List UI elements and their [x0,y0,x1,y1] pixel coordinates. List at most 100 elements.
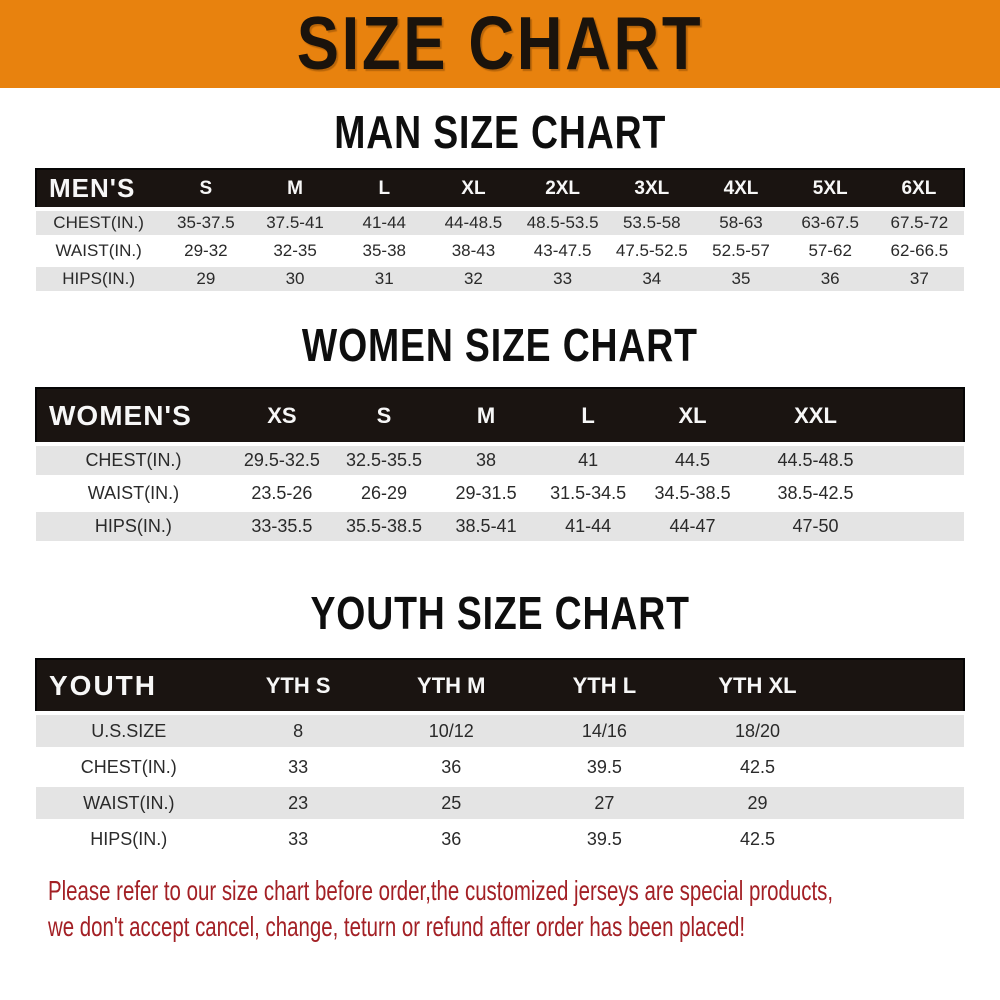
measurement-row: WAIST(IN.) 23 25 27 29 [36,785,964,821]
size-value-cell: 47.5-52.5 [615,241,688,260]
size-chart-banner: SIZE CHART [0,0,1000,88]
measurement-row: WAIST(IN.) 23.5-26 26-29 29-31.5 31.5-34.5 34… [36,477,964,510]
women-section-title-text: WOMEN SIZE CHART [302,319,698,372]
size-value-cell: 41-44 [565,516,612,536]
size-value-cell: 39.5 [586,828,622,849]
men-size-table: MEN'S S M L XL 2XL 3XL 4XL 5XL 6XL CHEST(IN.) 35-37… [35,168,965,295]
size-value-cell: 42.5 [739,756,775,777]
measurement-row: HIPS(IN.) 33 36 39.5 42.5 [36,821,964,857]
spacer-cell [834,785,964,821]
size-value-cell: 8 [293,720,304,741]
youth-table-header-row: YOUTH YTH S YTH M YTH L YTH XL [36,659,964,713]
youth-section-title-text: YOUTH SIZE CHART [310,587,690,640]
size-value-cell: 53.5-58 [622,213,681,232]
size-value-cell: 29 [747,792,768,813]
size-value-cell: 36 [441,828,462,849]
row-label-cell: CHEST(IN.) [53,213,144,232]
spacer-cell [885,388,964,444]
measurement-row: HIPS(IN.) 29 30 31 32 33 34 35 36 37 [36,265,964,293]
size-value-cell: 34 [642,269,662,288]
measurement-row: CHEST(IN.) 35-37.5 37.5-41 41-44 44-48.5 48.5… [36,209,964,237]
women-section-title: WOMEN SIZE CHART [0,319,1000,372]
size-value-cell: 35-38 [362,241,406,260]
row-label-cell: WAIST(IN.) [87,483,180,503]
size-column-header: L [378,177,391,199]
size-value-cell: 38 [476,450,497,470]
size-column-header: XS [267,402,297,428]
size-column-header: YTH XL [718,672,797,698]
footer-disclaimer: Please refer to our size chart before or… [0,873,1000,945]
size-value-cell: 37.5-41 [266,213,324,232]
size-column-header: YTH L [572,672,637,698]
spacer-cell [885,477,964,510]
size-value-cell: 36 [820,269,840,288]
size-value-cell: 25 [441,792,462,813]
size-value-cell: 32.5-35.5 [345,450,423,470]
size-value-cell: 41-44 [362,213,406,232]
row-label-cell: WAIST(IN.) [83,792,175,813]
spacer-cell [885,444,964,477]
spacer-cell [834,659,964,713]
size-value-cell: 63-67.5 [801,213,860,232]
youth-size-section: YOUTH SIZE CHART YOUTH YTH S YTH M YTH L YTH… [0,587,1000,859]
size-column-header: YTH S [265,672,331,698]
size-value-cell: 26-29 [360,483,408,503]
size-value-cell: 43-47.5 [533,241,592,260]
women-size-section: WOMEN SIZE CHART WOMEN'S XS S M L XL XXL CHEST(… [0,319,1000,545]
size-value-cell: 10/12 [428,720,474,741]
size-value-cell: 29-31.5 [455,483,517,503]
size-value-cell: 32-35 [273,241,317,260]
size-value-cell: 44-48.5 [444,213,503,232]
size-value-cell: 38-43 [451,241,496,260]
size-value-cell: 32 [463,269,483,288]
size-value-cell: 27 [594,792,615,813]
size-column-header: S [199,177,213,199]
measurement-row: HIPS(IN.) 33-35.5 35.5-38.5 38.5-41 41-44 44-… [36,510,964,543]
size-value-cell: 18/20 [734,720,780,741]
size-value-cell: 57-62 [808,241,852,260]
size-value-cell: 36 [441,756,462,777]
size-value-cell: 14/16 [581,720,627,741]
size-value-cell: 33-35.5 [251,516,313,536]
size-column-header: XL [678,402,707,428]
size-value-cell: 35.5-38.5 [345,516,423,536]
size-value-cell: 31 [374,269,394,288]
size-column-header: 5XL [812,177,848,199]
disclaimer-line-1: Please refer to our size chart before or… [48,875,834,906]
row-label-cell: WAIST(IN.) [55,241,142,260]
size-value-cell: 44-47 [669,516,716,536]
row-label-cell: CHEST(IN.) [85,450,182,470]
size-value-cell: 42.5 [739,828,775,849]
size-value-cell: 39.5 [586,756,622,777]
size-value-cell: 23 [288,792,309,813]
spacer-cell [885,510,964,543]
youth-section-title: YOUTH SIZE CHART [0,587,1000,640]
banner-title: SIZE CHART [296,2,704,86]
size-column-header: S [376,402,392,428]
size-value-cell: 30 [285,269,305,288]
row-label-cell: HIPS(IN.) [90,828,168,849]
size-value-cell: 33 [553,269,573,288]
measurement-row: CHEST(IN.) 33 36 39.5 42.5 [36,749,964,785]
size-value-cell: 33 [288,828,309,849]
size-value-cell: 44.5 [675,450,711,470]
size-column-header: 2XL [545,177,581,199]
size-column-header: M [287,177,303,199]
measurement-row: U.S.SIZE 8 10/12 14/16 18/20 [36,713,964,749]
row-label-cell: CHEST(IN.) [80,756,177,777]
men-section-title-text: MAN SIZE CHART [334,106,666,159]
men-table-header-row: MEN'S S M L XL 2XL 3XL 4XL 5XL 6XL [36,169,964,209]
men-size-section: MAN SIZE CHART MEN'S S M L XL 2XL 3XL 4XL 5XL 6XL… [0,106,1000,295]
size-value-cell: 58-63 [719,213,763,232]
row-label-cell: HIPS(IN.) [62,269,135,288]
size-column-header: 3XL [634,177,670,199]
spacer-cell [834,713,964,749]
size-value-cell: 38.5-41 [455,516,517,536]
youth-size-table: YOUTH YTH S YTH M YTH L YTH XL U.S.SIZE 8 10/12… [35,658,965,859]
size-column-header: L [581,402,595,428]
disclaimer-line-2: we don't accept cancel, change, teturn o… [48,911,746,942]
spacer-cell [834,749,964,785]
size-value-cell: 35 [731,269,751,288]
row-label-cell: HIPS(IN.) [94,516,172,536]
